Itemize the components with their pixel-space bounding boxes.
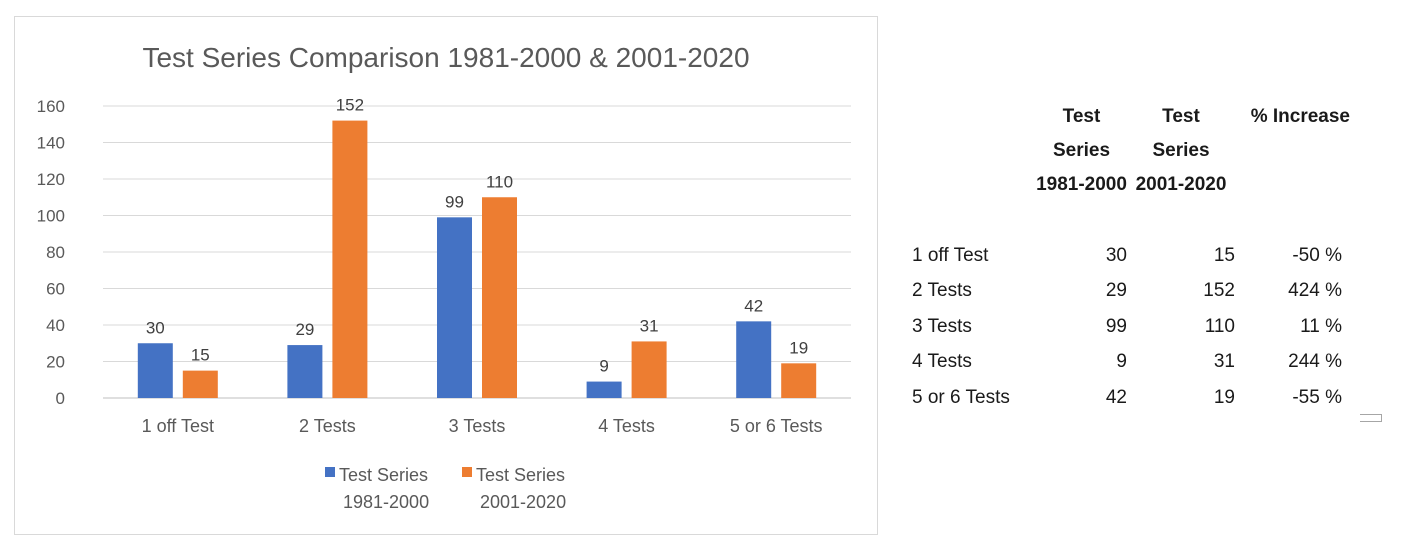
bar (482, 197, 517, 398)
table-row: 2 Tests 29 152 424 % (900, 273, 1350, 309)
chart-svg: Test Series Comparison 1981-2000 & 2001-… (37, 42, 851, 512)
comparison-table: Test Series 1981-2000 Test Series 2001-2… (900, 100, 1350, 415)
legend-label: 2001-2020 (480, 492, 566, 512)
y-tick-label: 60 (46, 280, 65, 299)
y-tick-label: 140 (37, 134, 65, 153)
table-row: 5 or 6 Tests 42 19 -55 % (900, 380, 1350, 416)
value-2001-2020: 110 (1204, 315, 1235, 337)
spacer-row (900, 202, 1350, 238)
legend-swatch (325, 467, 335, 477)
data-label: 15 (191, 346, 210, 365)
header-blank (900, 100, 1036, 202)
resize-handle-icon[interactable] (1360, 414, 1382, 422)
y-tick-label: 0 (56, 389, 65, 408)
y-tick-label: 160 (37, 97, 65, 116)
x-tick-label: 1 off Test (142, 416, 214, 436)
y-tick-label: 40 (46, 316, 65, 335)
table-row: 4 Tests 9 31 244 % (900, 344, 1350, 380)
data-label: 31 (640, 316, 659, 335)
header-line: Series (1152, 140, 1210, 161)
legend-label: Test Series (339, 465, 428, 485)
bar (437, 217, 472, 398)
bar (736, 321, 772, 398)
table-header-row: Test Series 1981-2000 Test Series 2001-2… (900, 100, 1350, 202)
bar (182, 370, 218, 398)
legend-swatch (462, 467, 472, 477)
header-line: 2001-2020 (1135, 174, 1227, 195)
y-axis-tick-labels: 0 20 40 60 80 100 120 140 160 (37, 97, 65, 408)
value-1981-2000: 29 (1105, 280, 1127, 301)
gridlines (103, 105, 851, 399)
data-label: 29 (295, 320, 314, 339)
x-tick-label: 4 Tests (598, 416, 655, 436)
header-line: Series (1052, 140, 1111, 161)
bar (631, 341, 667, 398)
x-tick-label: 2 Tests (299, 416, 356, 436)
value-1981-2000: 42 (1105, 386, 1127, 408)
table-row: 3 Tests 99 110 11 % (900, 309, 1350, 345)
percent-increase: 11 % (1300, 315, 1342, 337)
bar (586, 381, 622, 398)
table-row: 1 off Test 30 15 -50 % (900, 238, 1350, 274)
percent-increase: -55 % (1292, 386, 1342, 408)
legend[interactable]: Test Series 1981-2000 Test Series 2001-2020 (325, 465, 566, 512)
data-label: 42 (744, 296, 763, 315)
data-label: 9 (599, 357, 608, 376)
data-label: 99 (445, 192, 464, 211)
value-2001-2020: 19 (1213, 386, 1235, 408)
header-series-2001-2020: Test Series 2001-2020 (1127, 100, 1235, 202)
x-axis-tick-labels: 1 off Test 2 Tests 3 Tests 4 Tests 5 or 6 Te… (142, 416, 823, 436)
value-1981-2000: 30 (1105, 244, 1127, 266)
value-1981-2000: 9 (1116, 351, 1127, 372)
y-tick-label: 120 (37, 170, 65, 189)
row-label: 1 off Test (912, 244, 989, 266)
header-line: Test (1162, 106, 1200, 127)
percent-increase: 424 % (1288, 280, 1342, 301)
percent-increase: 244 % (1288, 351, 1342, 372)
bar (137, 343, 173, 398)
data-label: 110 (486, 172, 513, 191)
value-2001-2020: 15 (1213, 244, 1235, 266)
bar (332, 120, 368, 398)
bar (287, 345, 323, 398)
row-label: 3 Tests (912, 315, 972, 337)
y-tick-label: 80 (46, 243, 65, 262)
legend-label: Test Series (476, 465, 565, 485)
data-labels: 30 15 29 152 99 110 9 31 42 19 (146, 96, 808, 376)
x-tick-label: 3 Tests (449, 416, 506, 436)
data-label: 30 (146, 318, 165, 337)
data-label: 19 (789, 338, 808, 357)
x-tick-label: 5 or 6 Tests (730, 416, 823, 436)
data-label: 152 (336, 96, 364, 115)
header-percent-increase: % Increase (1235, 100, 1350, 202)
y-tick-label: 20 (46, 353, 65, 372)
bar (781, 363, 817, 398)
header-series-1981-2000: Test Series 1981-2000 (1036, 100, 1127, 202)
y-tick-label: 100 (37, 207, 65, 226)
bars (137, 120, 817, 398)
chart-title: Test Series Comparison 1981-2000 & 2001-… (142, 42, 749, 73)
legend-label: 1981-2000 (343, 492, 429, 512)
header-line: 1981-2000 (1036, 174, 1127, 195)
chart-area[interactable]: Test Series Comparison 1981-2000 & 2001-… (14, 16, 878, 535)
value-2001-2020: 152 (1203, 280, 1235, 301)
header-line: Test (1062, 106, 1101, 127)
value-1981-2000: 99 (1105, 315, 1127, 337)
row-label: 4 Tests (912, 351, 972, 372)
value-2001-2020: 31 (1213, 351, 1235, 372)
header-line: % Increase (1250, 106, 1350, 127)
row-label: 5 or 6 Tests (912, 386, 1010, 408)
row-label: 2 Tests (912, 280, 972, 301)
percent-increase: -50 % (1292, 244, 1342, 266)
